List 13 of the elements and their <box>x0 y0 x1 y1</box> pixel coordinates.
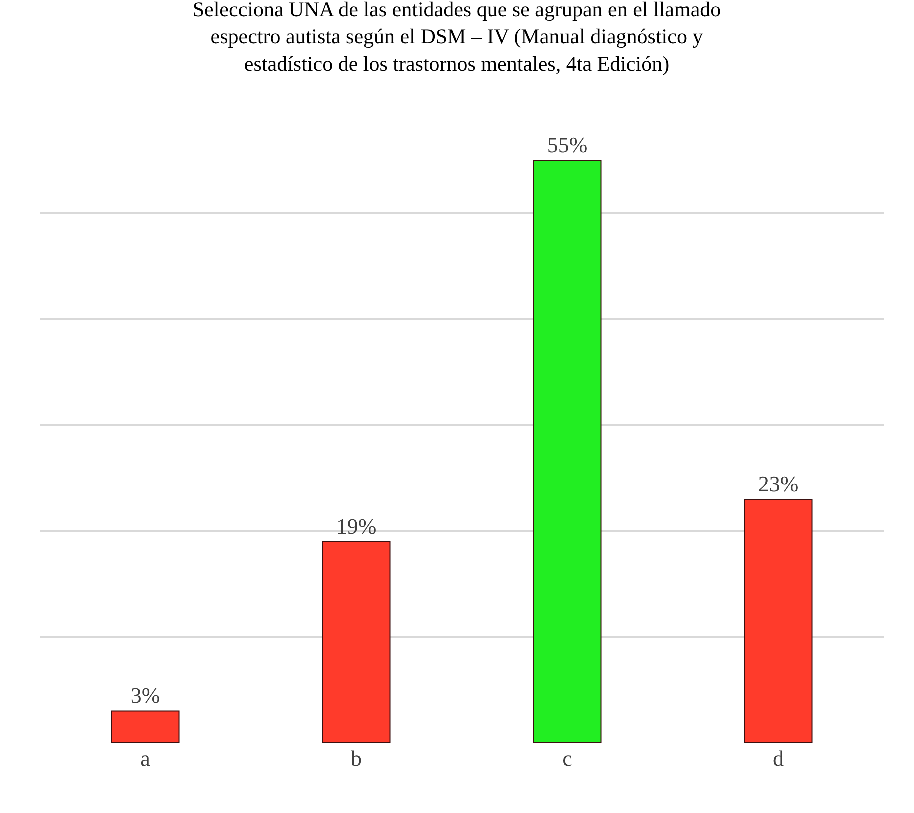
x-tick-label: a <box>140 746 151 771</box>
x-tick-label: b <box>351 746 362 771</box>
bar <box>111 710 180 743</box>
bar <box>533 160 602 743</box>
chart-title: Selecciona UNA de las entidades que se agrupan en el llamado espectro autista según el DSM – IV (Manual diagnóstico y estadístico de los trastornos mentales, 4ta Edición) <box>192 0 722 76</box>
x-tick-label: c <box>562 746 573 771</box>
data-label: 3% <box>130 683 160 708</box>
bar <box>744 498 813 743</box>
data-label: 55% <box>547 132 588 158</box>
data-label: 23% <box>758 471 799 496</box>
bar <box>322 541 391 743</box>
x-tick-label: d <box>773 746 784 771</box>
data-label: 19% <box>336 514 377 539</box>
